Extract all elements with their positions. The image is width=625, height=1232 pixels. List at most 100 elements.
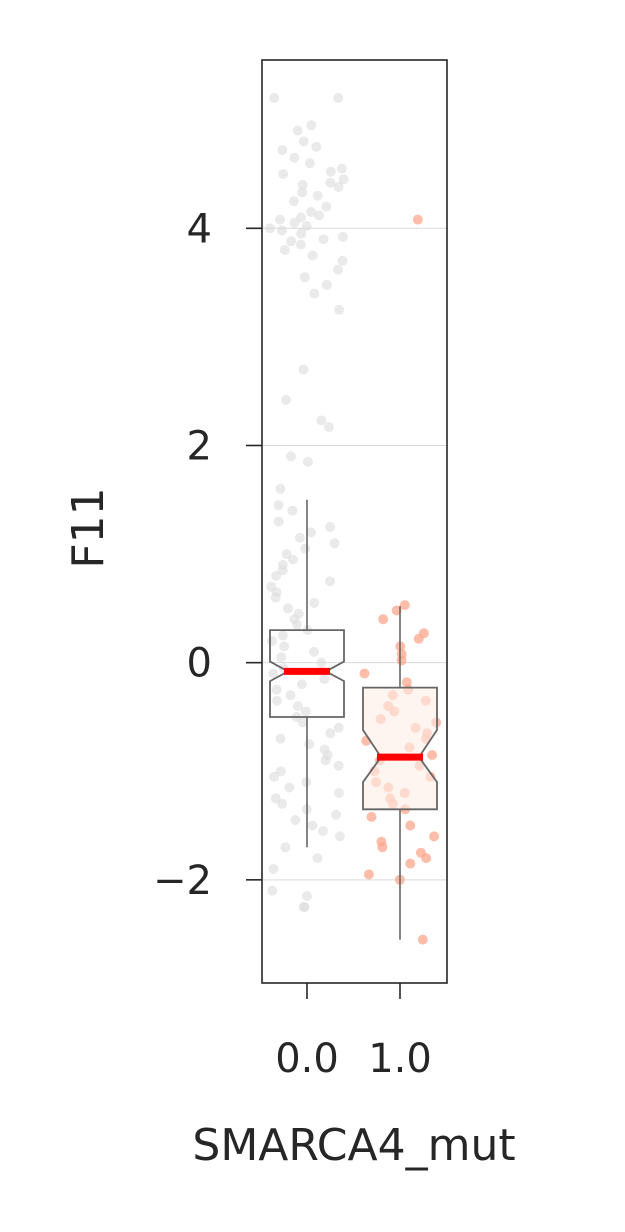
data-point [278, 169, 289, 179]
data-point [421, 853, 432, 864]
data-point [323, 422, 334, 432]
data-point [289, 152, 300, 163]
plot-frame [261, 59, 448, 984]
data-point [306, 207, 317, 217]
data-point [277, 145, 288, 156]
data-point [269, 771, 280, 782]
x-tick-label: 1.0 [368, 1036, 432, 1082]
data-point [333, 760, 344, 771]
data-point [292, 125, 303, 136]
data-point [286, 451, 296, 462]
data-point [303, 456, 313, 467]
data-point [275, 483, 286, 494]
data-point [269, 93, 280, 103]
x-axis-title: SMARCA4_mut [192, 1120, 515, 1171]
data-point [288, 196, 299, 207]
data-point [325, 521, 336, 532]
data-point [267, 635, 278, 646]
data-point [307, 820, 318, 831]
data-point [359, 668, 370, 679]
data-point [312, 190, 323, 201]
data-point [318, 234, 329, 245]
x-axis: 0.0 1.0 [275, 983, 432, 1082]
data-point [267, 885, 278, 896]
data-point [312, 853, 323, 864]
data-point [277, 798, 288, 809]
data-point [333, 264, 344, 275]
data-point [295, 239, 306, 250]
data-point [302, 891, 312, 902]
data-point [271, 570, 282, 581]
data-point [306, 527, 316, 538]
data-point [412, 214, 423, 225]
data-point [325, 166, 336, 177]
data-point [320, 755, 331, 766]
data-point [297, 187, 308, 198]
data-point [287, 554, 298, 565]
data-point [333, 93, 344, 103]
data-point [378, 614, 389, 625]
data-point [321, 279, 332, 290]
data-point [405, 858, 416, 869]
data-point [405, 820, 416, 831]
data-point [309, 288, 320, 299]
data-point [287, 505, 298, 516]
data-point [325, 177, 336, 188]
data-point [331, 809, 342, 820]
data-point [333, 722, 344, 733]
data-point [429, 831, 440, 842]
data-point [377, 842, 388, 853]
x-tick-label: 0.0 [275, 1036, 339, 1082]
data-point [265, 223, 275, 234]
data-point [311, 141, 322, 152]
data-point [309, 597, 320, 608]
data-point [280, 842, 291, 853]
data-point [294, 532, 305, 543]
data-point [417, 934, 428, 945]
data-point [325, 728, 336, 739]
data-point [279, 641, 290, 652]
y-tick-label: 4 [187, 206, 212, 252]
data-point [413, 633, 424, 644]
data-point [296, 228, 307, 239]
grid-lines [262, 227, 447, 881]
data-point [290, 815, 301, 826]
data-point [297, 717, 308, 728]
y-tick-label: 2 [187, 423, 212, 469]
data-point [270, 592, 281, 603]
y-axis-title: F11 [63, 487, 114, 568]
data-point [300, 543, 311, 554]
boxes [269, 499, 438, 940]
data-point [273, 500, 284, 511]
data-point [286, 236, 297, 247]
data-point [299, 902, 310, 912]
data-point [321, 201, 332, 212]
data-point [279, 245, 290, 255]
notched-box [362, 686, 438, 811]
notched-box [269, 629, 345, 718]
data-point [268, 668, 279, 679]
data-point [334, 788, 344, 798]
data-point [277, 225, 287, 236]
data-point [316, 415, 327, 426]
data-point [298, 364, 309, 375]
data-point [316, 657, 327, 668]
data-point [277, 630, 288, 641]
data-point [329, 538, 340, 549]
data-point [268, 864, 279, 874]
data-point [292, 701, 303, 712]
data-point [299, 272, 310, 283]
data-point [276, 652, 287, 663]
y-tick-label: 0 [187, 641, 212, 687]
data-point [396, 655, 407, 666]
data-point [298, 136, 309, 147]
data-point [275, 214, 285, 225]
data-point [307, 250, 318, 261]
data-point [337, 232, 348, 242]
data-point [285, 690, 296, 701]
data-point [284, 782, 295, 793]
data-point [289, 217, 300, 228]
data-point [296, 679, 307, 690]
data-point [363, 869, 374, 880]
